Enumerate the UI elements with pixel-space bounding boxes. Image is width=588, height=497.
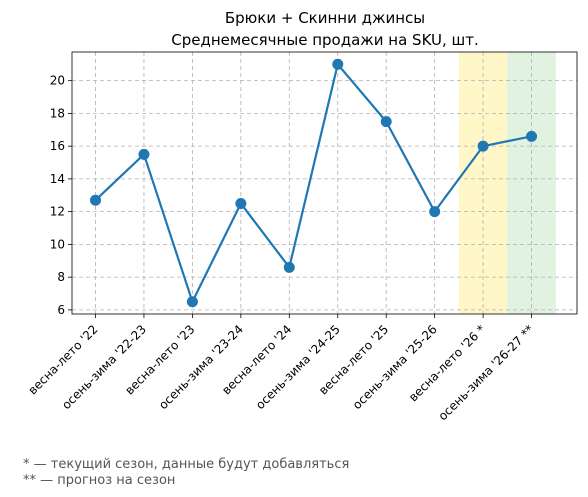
y-tick-label: 16 bbox=[50, 139, 65, 153]
series-line bbox=[94, 63, 532, 303]
series-layer bbox=[90, 58, 538, 308]
data-point bbox=[186, 296, 198, 308]
y-tick-label: 6 bbox=[57, 303, 65, 317]
x-tick-label: осень-зима '24-25 bbox=[253, 322, 343, 412]
chart-title: Брюки + Скинни джинсы bbox=[225, 9, 425, 27]
data-point bbox=[332, 58, 344, 70]
y-tick-label: 12 bbox=[50, 205, 65, 219]
grid-lines bbox=[72, 52, 577, 314]
x-tick-label: осень-зима '25-26 bbox=[350, 322, 440, 412]
y-tick-label: 8 bbox=[57, 270, 65, 284]
y-tick-label: 14 bbox=[50, 172, 65, 186]
y-tick-label: 10 bbox=[50, 237, 65, 251]
chart-subtitle: Среднемесячные продажи на SKU, шт. bbox=[171, 31, 479, 49]
line-chart: 6 8 10 12 14 16 18 20 весна-лето '22осень-зима … bbox=[25, 9, 578, 423]
x-tick-label: осень-зима '23-24 bbox=[156, 322, 246, 412]
data-point bbox=[138, 148, 150, 160]
y-axis: 6 8 10 12 14 16 18 20 bbox=[50, 74, 72, 317]
data-point bbox=[477, 140, 489, 152]
season-band-1 bbox=[507, 52, 556, 314]
footnote-current-season: * — текущий сезон, данные будут добавлят… bbox=[23, 457, 350, 472]
data-point bbox=[283, 261, 295, 273]
season-highlight-bands bbox=[458, 52, 556, 314]
data-point bbox=[90, 194, 101, 206]
season-band-0 bbox=[458, 52, 508, 314]
data-point bbox=[380, 116, 392, 128]
x-tick-label: осень-зима '26-27 ** bbox=[436, 322, 537, 423]
data-point bbox=[235, 197, 247, 209]
x-tick-label: осень-зима '22-23 bbox=[59, 322, 149, 412]
data-point bbox=[526, 130, 538, 142]
data-point bbox=[429, 206, 441, 218]
footnote-forecast: ** — прогноз на сезон bbox=[23, 473, 176, 488]
y-tick-label: 18 bbox=[50, 106, 65, 120]
y-tick-label: 20 bbox=[50, 74, 65, 88]
plot-frame bbox=[71, 51, 578, 315]
